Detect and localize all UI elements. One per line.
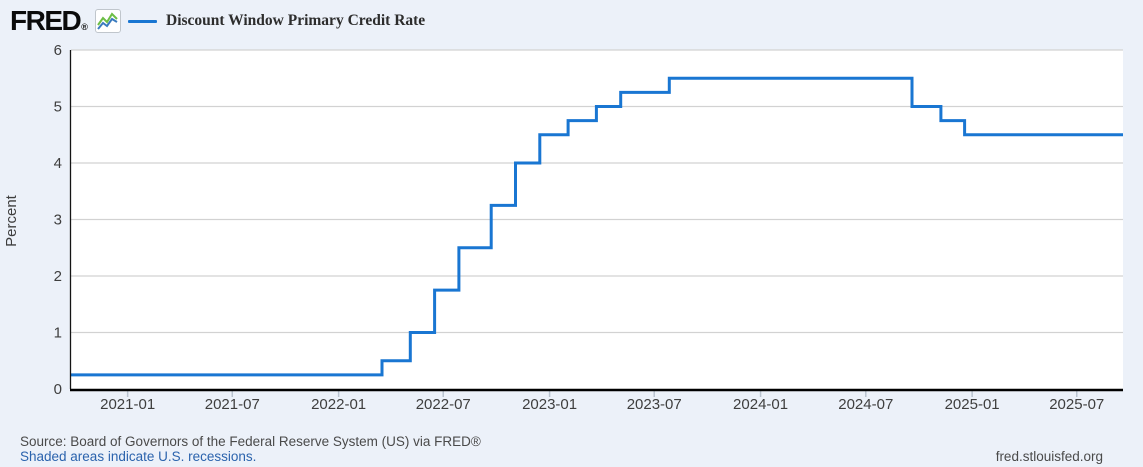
- recession-note-link[interactable]: Shaded areas indicate U.S. recessions.: [20, 449, 257, 464]
- x-tick-label: 2023-07: [627, 396, 682, 413]
- y-axis-title: Percent: [3, 195, 20, 247]
- y-tick-label: 5: [54, 99, 62, 116]
- legend-series-label[interactable]: Discount Window Primary Credit Rate: [166, 12, 426, 29]
- line-chart-icon: [95, 9, 121, 33]
- fred-logo-text: FRED: [10, 5, 82, 36]
- fred-logo[interactable]: FRED ®: [10, 5, 88, 37]
- y-tick-label: 4: [54, 155, 62, 172]
- x-tick-label: 2025-07: [1049, 396, 1104, 413]
- y-tick-label: 2: [54, 268, 62, 285]
- y-tick-label: 1: [54, 325, 62, 342]
- y-tick-label: 6: [54, 42, 62, 59]
- fred-site-url[interactable]: fred.stlouisfed.org: [995, 449, 1103, 464]
- legend: Discount Window Primary Credit Rate: [128, 12, 425, 30]
- legend-line-swatch: [128, 19, 157, 23]
- x-tick-label: 2024-07: [838, 396, 893, 413]
- x-tick-label: 2021-07: [205, 396, 260, 413]
- rate-chart: 0 1 2 3 4 5 6 2021-01 2021-07 2022-01 2022-07 2023-…: [54, 42, 1123, 413]
- y-tick-label: 3: [54, 212, 62, 229]
- x-tick-label: 2022-01: [311, 396, 366, 413]
- x-tick-label: 2021-01: [100, 396, 155, 413]
- x-tick-label: 2025-01: [945, 396, 1000, 413]
- source-note: Source: Board of Governors of the Federa…: [20, 434, 481, 449]
- x-tick-label: 2024-01: [733, 396, 788, 413]
- x-tick-label: 2022-07: [416, 396, 471, 413]
- x-tick-label: 2023-01: [522, 396, 577, 413]
- registered-mark: ®: [81, 22, 88, 32]
- y-tick-label: 0: [54, 381, 62, 398]
- rate-line: [71, 76, 1123, 377]
